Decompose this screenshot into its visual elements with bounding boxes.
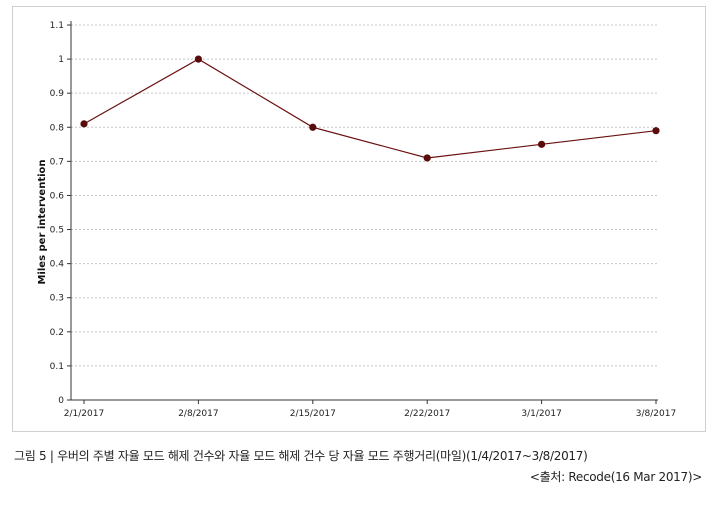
y-tick-label: 0	[58, 396, 64, 406]
data-point	[423, 154, 431, 162]
figure-source: <출처: Recode(16 Mar 2017)>	[529, 470, 702, 484]
line-chart: 0 0.1 0.2 0.3 0.4 0.5 0.6 0.7 0.8 0.9 1 1.1 2/1/201…	[37, 21, 676, 419]
y-tick-label: 0.6	[50, 191, 65, 201]
y-tick-label: 1.1	[50, 21, 64, 31]
y-tick-label: 0.9	[50, 89, 65, 99]
data-point	[194, 55, 202, 63]
chart-frame: 0 0.1 0.2 0.3 0.4 0.5 0.6 0.7 0.8 0.9 1 1.1 2/1/201…	[12, 6, 706, 432]
y-tick-label: 0.7	[50, 157, 64, 167]
axes	[67, 21, 658, 404]
y-tick-label: 0.2	[50, 328, 64, 338]
series	[80, 55, 660, 162]
x-tick-label: 2/8/2017	[178, 409, 218, 419]
data-point	[538, 140, 546, 148]
x-tick-label: 3/1/2017	[521, 409, 561, 419]
x-tick-label: 2/15/2017	[290, 409, 336, 419]
y-tick-label: 1	[58, 55, 64, 65]
x-tick-label: 2/1/2017	[64, 409, 104, 419]
gridlines	[71, 24, 658, 367]
y-tick-label: 0.1	[50, 362, 64, 372]
y-tick-label: 0.8	[50, 123, 65, 133]
series-line	[83, 58, 657, 159]
data-point	[652, 127, 660, 135]
x-tick-label: 2/22/2017	[404, 409, 450, 419]
data-point	[309, 123, 317, 131]
y-tick-label: 0.5	[50, 226, 64, 236]
y-tick-label: 0.3	[50, 294, 64, 304]
y-axis-label: Miles per intervention	[37, 159, 48, 284]
x-tick-label: 3/8/2017	[636, 409, 676, 419]
y-tick-label: 0.4	[50, 260, 65, 270]
figure-caption: 그림 5 | 우버의 주별 자율 모드 해제 건수와 자율 모드 해제 건수 당…	[14, 449, 588, 463]
x-tick-labels: 2/1/2017 2/8/2017 2/15/2017 2/22/2017 3/1/20…	[64, 409, 676, 419]
y-tick-labels: 0 0.1 0.2 0.3 0.4 0.5 0.6 0.7 0.8 0.9 1 1.1	[50, 21, 65, 406]
data-point	[80, 120, 88, 128]
